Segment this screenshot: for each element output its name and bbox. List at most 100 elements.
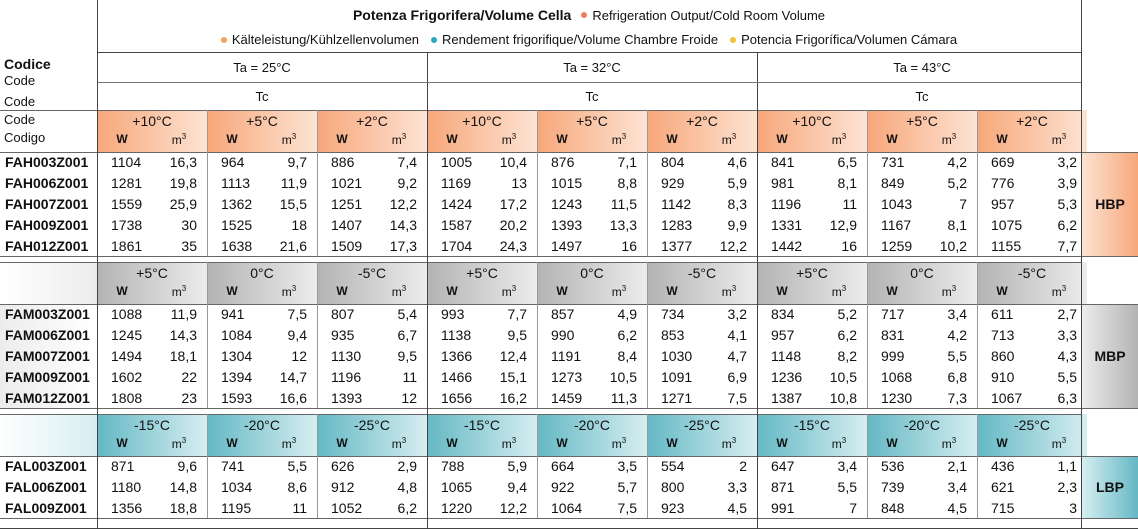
legend-item: Rendement frigorifique/Volume Chambre Fr… [431,32,718,47]
volume-value: 23 [181,389,197,406]
volume-value: 3,4 [837,458,857,475]
power-value: 1236 [771,368,803,385]
section-label: LBP [1082,456,1138,519]
volume-value: 14,3 [169,327,197,344]
volume-value: 5,5 [287,458,307,475]
volume-value: 14,8 [169,479,197,496]
unit-m-label: m [941,437,952,451]
volume-value: 1,1 [1057,458,1077,475]
unit-m-label: m [721,437,732,451]
tc-header: Tc [255,88,269,104]
temp-label: +10°C [132,113,172,129]
unit-m3: m3 [489,132,529,147]
volume-value: 9,2 [397,175,417,192]
volume-value: 5,7 [617,479,637,496]
power-value: 1068 [881,368,913,385]
volume-value: 5,3 [1057,195,1077,212]
temp-label: 0°C [580,265,604,281]
unit-m-label: m [941,133,952,147]
volume-value: 20,2 [499,216,527,233]
power-value: 1104 [111,154,142,171]
legend-dot-icon [581,11,588,18]
power-value: 853 [661,327,685,344]
legend-dot-icon [431,36,438,43]
volume-value: 11 [292,499,307,516]
volume-value: 10,5 [609,368,637,385]
power-value: 923 [661,499,685,516]
volume-value: 24,3 [499,237,527,254]
power-value: 957 [771,327,795,344]
grid-line [207,110,208,256]
unit-m3: m3 [1039,436,1079,451]
volume-value: 5,2 [947,175,967,192]
volume-value: 12,4 [499,347,527,364]
power-value: 1245 [111,327,143,344]
volume-value: 5,4 [397,306,417,323]
volume-value: 3,2 [1057,154,1077,171]
row-code: FAL003Z001 [5,458,87,475]
unit-m-label: m [611,285,622,299]
ambient-temp-header: Ta = 43°C [893,59,951,75]
power-value: 834 [771,306,795,323]
grid-line [867,414,868,519]
power-value: 1525 [221,216,253,233]
power-value: 964 [221,154,245,171]
section-header-spacer [0,414,97,456]
unit-w: W [666,436,678,450]
unit-w: W [776,132,788,146]
unit-m3: m3 [1039,132,1079,147]
grid-line [0,152,1138,153]
power-value: 1593 [221,389,253,406]
tc-header: Tc [585,88,599,104]
volume-value: 12 [291,347,307,364]
volume-value: 12,9 [829,216,857,233]
power-value: 1138 [441,327,472,344]
power-value: 1273 [551,368,583,385]
volume-value: 16,6 [279,389,307,406]
volume-value: 8,2 [837,347,857,364]
volume-value: 10,4 [499,154,527,171]
temp-label: -15°C [134,417,170,433]
unit-m-sup: 3 [511,132,517,141]
power-value: 1230 [881,389,913,406]
power-value: 1366 [441,347,473,364]
power-value: 1091 [661,368,693,385]
unit-w: W [116,132,128,146]
unit-m-sup: 3 [291,132,297,141]
volume-value: 2,1 [947,458,967,475]
volume-value: 4,2 [947,154,967,171]
legend-dot-icon [220,36,227,43]
unit-m-sup: 3 [511,284,517,293]
volume-value: 9,6 [177,458,197,475]
tc-header: Tc [915,88,929,104]
grid-line [537,110,538,256]
power-value: 804 [661,154,685,171]
power-value: 717 [881,306,905,323]
temp-label: -25°C [354,417,390,433]
unit-m3: m3 [1039,284,1079,299]
grid-line [97,82,1081,83]
power-value: 1113 [221,175,251,192]
power-value: 991 [771,499,795,516]
volume-value: 16,2 [499,389,527,406]
power-value: 1088 [111,306,143,323]
legend-item: Potencia Frigorífica/Volumen Cámara [730,32,957,47]
power-value: 1196 [331,368,362,385]
power-value: 841 [771,154,795,171]
volume-value: 12 [401,389,417,406]
section-label: MBP [1082,304,1138,408]
ambient-temp-header: Ta = 25°C [233,59,291,75]
unit-m3: m3 [819,132,859,147]
power-value: 1587 [441,216,473,233]
unit-m3: m3 [269,132,309,147]
unit-m3: m3 [269,436,309,451]
